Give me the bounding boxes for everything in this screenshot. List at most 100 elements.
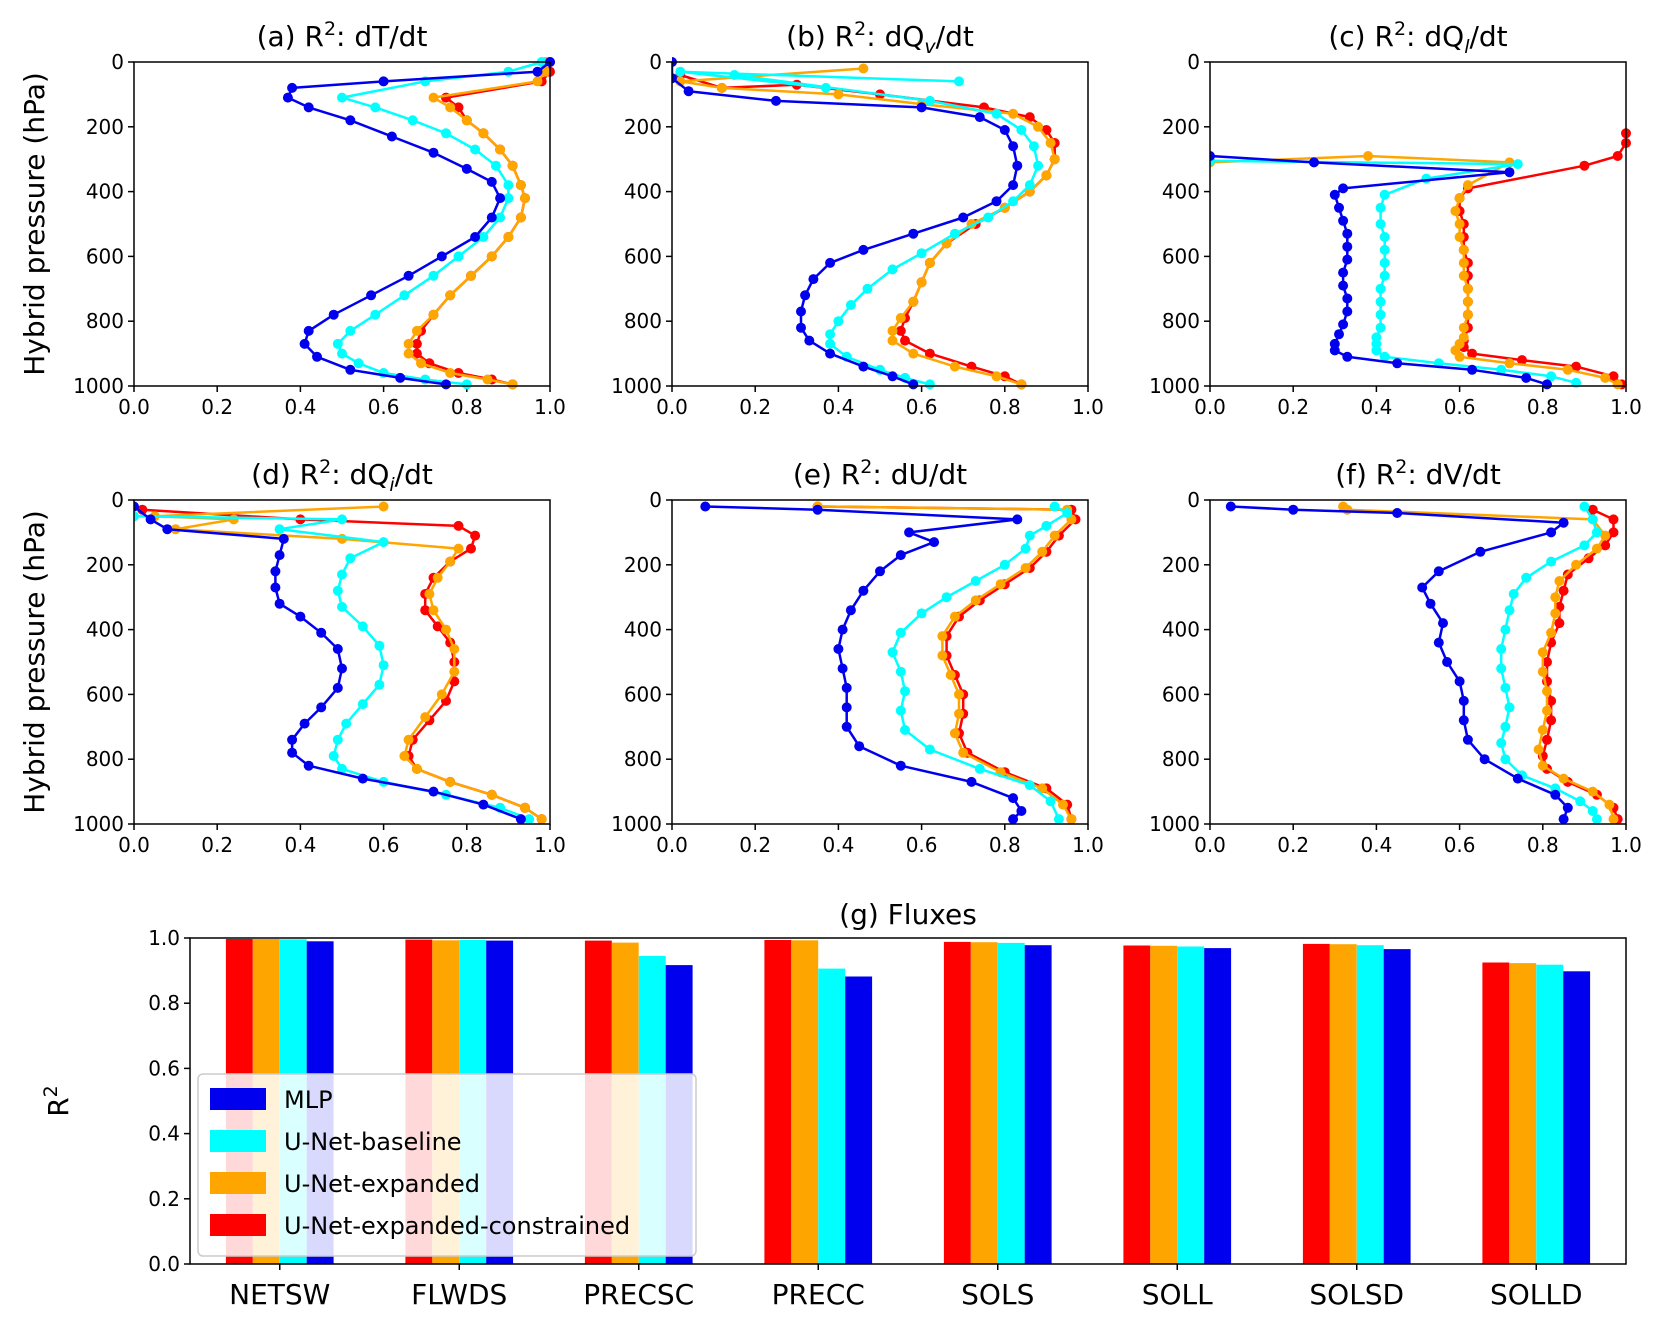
data-point [949,228,960,239]
y-tick-label: 400 [86,618,124,642]
title-text: : dU/dt [872,458,967,491]
x-tick-label: 1.0 [534,833,566,857]
data-point [441,379,451,390]
data-point [858,361,869,372]
y-axis-label: Hybrid pressure (hPa) [18,510,51,814]
panel-title: (a) R2: dT/dt [257,18,428,53]
data-point [1458,322,1469,333]
data-point [1608,527,1619,538]
data-point [954,76,964,87]
title-text: : dQ [1406,20,1464,53]
data-point [1546,371,1557,382]
data-point [1342,504,1353,515]
data-point [1375,219,1386,229]
data-point [1329,345,1340,356]
x-category-label: SOLS [961,1278,1034,1311]
data-point [1517,355,1527,366]
data-point [1458,244,1469,255]
data-point [700,501,711,512]
data-point [1334,202,1344,213]
panel-title: (c) R2: dQl/dt [1328,18,1507,58]
data-point [411,325,422,336]
data-point [532,66,543,77]
data-point [490,160,501,171]
data-point [1309,157,1319,168]
data-point [524,814,535,825]
plot-frame [1209,61,1627,387]
title-text: (a) R [257,20,324,53]
bar-U-Net-expanded-SOLS [970,942,998,1264]
data-point [1512,159,1523,170]
data-point [453,543,464,554]
series-line-MLP [705,505,1023,820]
data-point [134,501,139,512]
data-point [991,371,1002,382]
data-point [503,66,514,77]
data-point [386,131,397,142]
data-point [337,763,347,774]
data-point [461,163,472,174]
y-tick-label: 1000 [1149,812,1200,836]
data-point [937,631,948,642]
data-point [1375,283,1386,294]
data-point [1342,254,1353,265]
data-point [424,589,435,599]
data-point [282,92,293,103]
data-point [428,270,439,281]
data-point [825,329,836,340]
x-category-label: SOLLD [1490,1278,1583,1311]
y-tick-label: 800 [86,747,124,771]
data-point [441,128,451,139]
y-tick-label: 800 [86,309,124,333]
data-point [771,95,781,106]
data-point [1612,379,1623,390]
title-text: (f) R [1335,458,1395,491]
data-point [1024,112,1035,123]
data-point [908,379,919,390]
panel-f: 0.0 0.2 0.4 0.6 0.8 1.0 0 200 400 600 800 1000 (f) R… [1149,456,1642,857]
data-point [1496,364,1507,375]
data-point [407,115,418,126]
series-line-U-Net-expanded-constrained [679,73,1056,386]
data-point [887,335,898,346]
legend-swatch [210,1172,266,1194]
data-point [274,598,285,609]
data-point [672,73,677,84]
data-point [1008,196,1019,207]
title-superscript: 2 [860,456,872,478]
data-point [1562,802,1573,813]
bar-U-Net-expanded-SOLL [1150,945,1178,1264]
legend-label: MLP [284,1086,333,1114]
data-point [332,338,343,349]
data-point [1438,618,1448,629]
data-point [1450,206,1461,216]
y-tick-label: 1000 [1149,374,1200,398]
data-point [466,270,476,281]
data-point [345,364,356,375]
y-tick-label: 600 [86,682,124,706]
data-point [366,290,377,301]
data-point [495,212,506,223]
data-point [858,585,869,596]
data-point [887,647,898,658]
title-superscript: 2 [324,18,336,40]
data-point [332,734,343,745]
bar-U-Net-expanded-PRECC [791,940,819,1264]
y-tick-label: 0.0 [148,1252,180,1276]
data-point [378,537,389,548]
data-point [287,82,298,93]
x-tick-label: 0.6 [906,395,938,419]
data-point [1600,540,1611,551]
y-tick-label: 0.6 [148,1056,180,1080]
y-tick-label: 200 [86,553,124,577]
data-point [495,144,506,155]
bar-U-Net-expanded-constrained-SOLSD [1302,943,1330,1264]
data-point [958,212,969,223]
series-group [1225,501,1623,825]
data-point [1020,543,1031,554]
data-point [1512,773,1523,784]
data-point [1342,351,1353,362]
data-point [436,251,447,262]
data-point [1008,108,1019,119]
data-point [1008,180,1019,191]
